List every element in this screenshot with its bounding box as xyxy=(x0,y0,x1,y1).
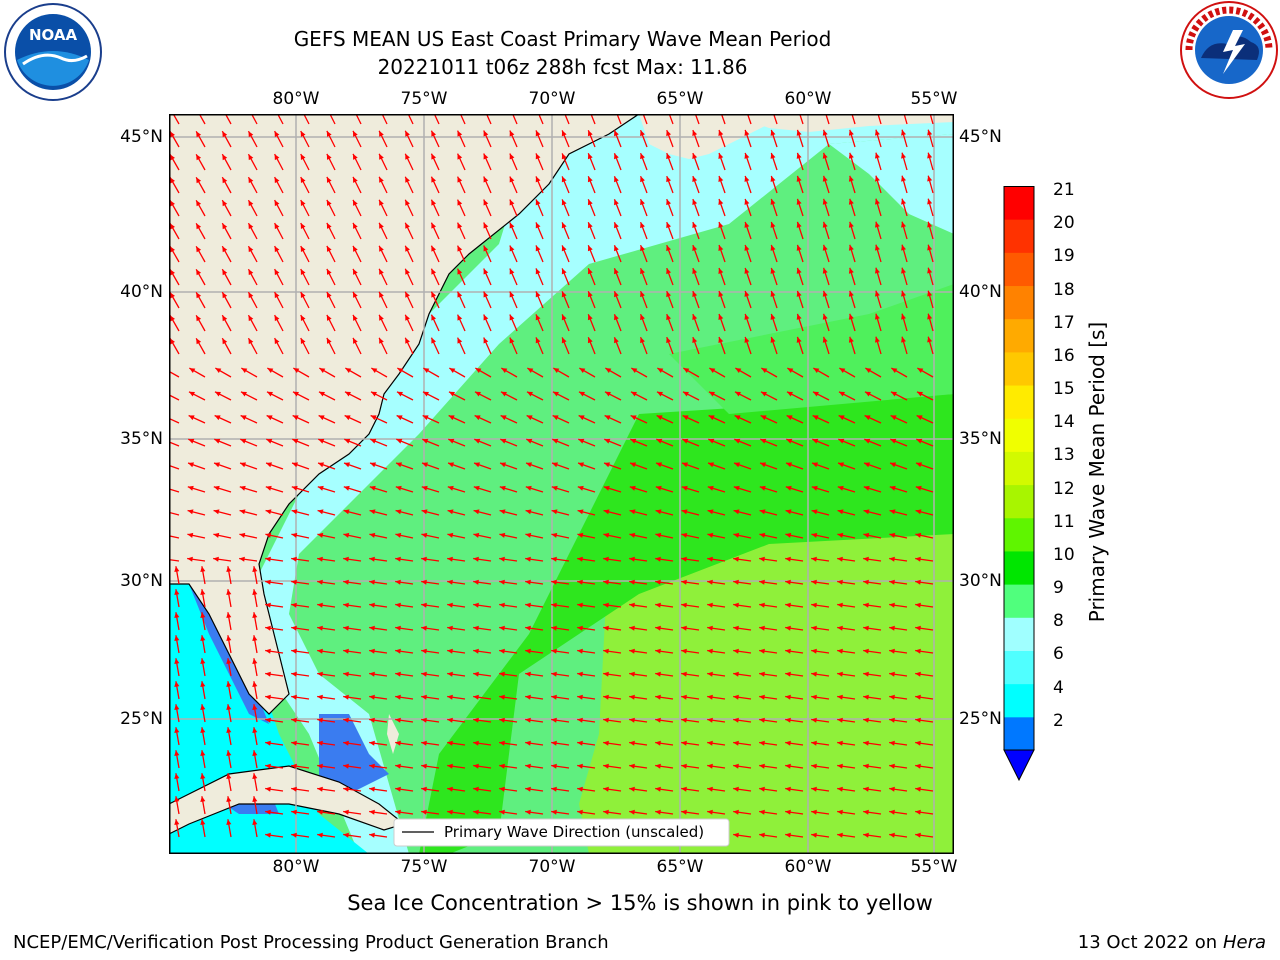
sea-ice-note: Sea Ice Concentration > 15% is shown in … xyxy=(347,891,933,915)
footer-host: Hera xyxy=(1222,932,1266,953)
lon-label-top-80w: 80°W xyxy=(272,89,320,109)
lat-label-right-25n: 25°N xyxy=(959,709,1002,729)
colorbar-tick-label: 8 xyxy=(1053,611,1064,632)
lon-label-top-70w: 70°W xyxy=(528,89,576,109)
lon-label-top-55w: 55°W xyxy=(910,89,958,109)
colorbar-tick-label: 2 xyxy=(1053,710,1064,731)
lat-label-left-35n: 35°N xyxy=(120,429,163,449)
wave-period-map: Primary Wave Direction (unscaled) xyxy=(169,114,954,854)
colorbar-tick-label: 20 xyxy=(1053,213,1075,234)
colorbar-tick-label: 18 xyxy=(1053,279,1075,300)
lat-label-left-25n: 25°N xyxy=(120,709,163,729)
footer-credit: NCEP/EMC/Verification Post Processing Pr… xyxy=(13,932,609,953)
colorbar-tick-label: 6 xyxy=(1053,644,1064,665)
map-legend-box xyxy=(393,818,730,847)
footer-date-text: 13 Oct 2022 on xyxy=(1077,932,1218,953)
svg-text:NOAA: NOAA xyxy=(29,26,78,44)
lat-label-left-45n: 45°N xyxy=(120,127,163,147)
lon-label-top-60w: 60°W xyxy=(784,89,832,109)
lon-label-bottom-70w: 70°W xyxy=(528,857,576,877)
lon-label-bottom-55w: 55°W xyxy=(910,857,958,877)
colorbar-tick-label: 14 xyxy=(1053,412,1075,433)
colorbar-tick-label: 19 xyxy=(1053,246,1075,267)
lat-label-right-30n: 30°N xyxy=(959,571,1002,591)
colorbar-tick-label: 4 xyxy=(1053,677,1064,698)
colorbar-tick-label: 15 xyxy=(1053,379,1075,400)
lon-label-bottom-75w: 75°W xyxy=(400,857,448,877)
map-subtitle: 20221011 t06z 288h fcst Max: 11.86 xyxy=(377,55,748,79)
colorbar-tick-label: 10 xyxy=(1053,544,1075,565)
nws-logo xyxy=(1180,1,1278,99)
lon-label-top-65w: 65°W xyxy=(656,89,704,109)
colorbar xyxy=(1003,186,1035,782)
footer-date: 13 Oct 2022 on Hera xyxy=(1078,932,1266,953)
colorbar-tick-label: 9 xyxy=(1053,578,1064,599)
legend-label: Primary Wave Direction (unscaled) xyxy=(444,823,704,841)
colorbar-tick-label: 12 xyxy=(1053,478,1075,499)
noaa-logo: NOAA xyxy=(4,3,102,101)
lon-label-bottom-80w: 80°W xyxy=(272,857,320,877)
lon-label-bottom-60w: 60°W xyxy=(784,857,832,877)
lat-label-left-30n: 30°N xyxy=(120,571,163,591)
lon-label-bottom-65w: 65°W xyxy=(656,857,704,877)
map-title: GEFS MEAN US East Coast Primary Wave Mea… xyxy=(293,27,832,51)
colorbar-tick-label: 16 xyxy=(1053,345,1075,366)
lat-label-right-35n: 35°N xyxy=(959,429,1002,449)
colorbar-tick-label: 11 xyxy=(1053,511,1075,532)
lat-label-right-40n: 40°N xyxy=(959,282,1002,302)
colorbar-tick-label: 13 xyxy=(1053,445,1075,466)
lon-label-top-75w: 75°W xyxy=(400,89,448,109)
colorbar-tick-label: 17 xyxy=(1053,312,1075,333)
lat-label-left-40n: 40°N xyxy=(120,282,163,302)
colorbar-tick-label: 21 xyxy=(1053,180,1075,200)
colorbar-title: Primary Wave Mean Period [s] xyxy=(1085,321,1109,623)
lat-label-right-45n: 45°N xyxy=(959,127,1002,147)
